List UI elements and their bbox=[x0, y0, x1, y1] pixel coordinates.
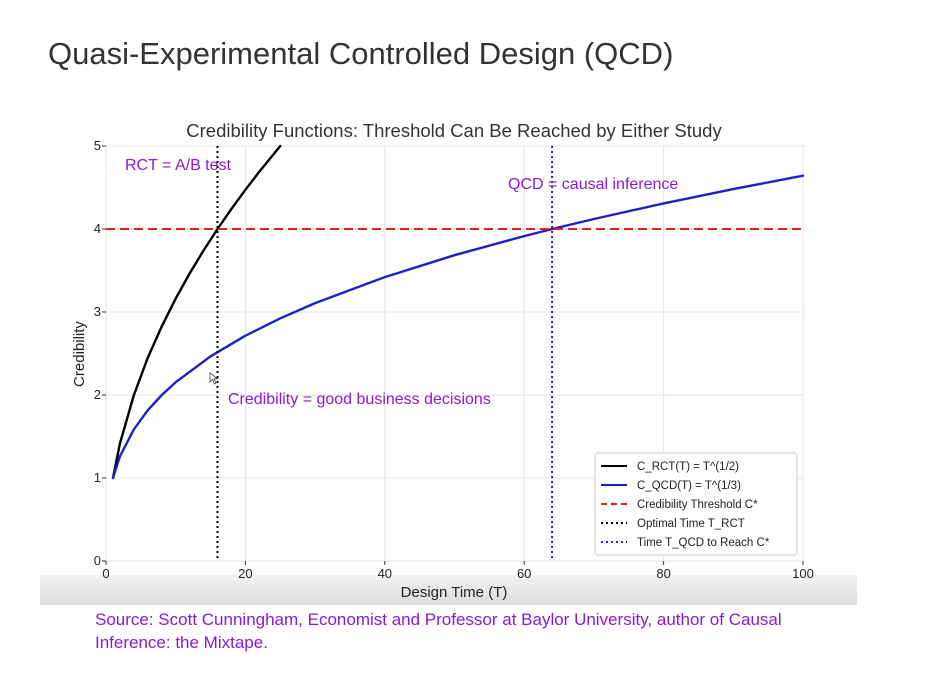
annotation-rct: RCT = A/B test bbox=[125, 157, 232, 174]
legend: C_RCT(T) = T^(1/2) C_QCD(T) = T^(1/3) Cr… bbox=[594, 452, 798, 556]
series-line-1 bbox=[111, 174, 805, 480]
chart-title: Credibility Functions: Threshold Can Be … bbox=[186, 120, 722, 141]
y-axis-label: Credibility bbox=[71, 321, 88, 387]
legend-label-qcd-time: Time T_QCD to Reach C* bbox=[637, 537, 770, 549]
legend-label-optimal-rct: Optimal Time T_RCT bbox=[637, 518, 745, 530]
x-tick-label: 60 bbox=[517, 566, 531, 581]
legend-box bbox=[594, 452, 798, 556]
y-tick-label: 3 bbox=[94, 304, 101, 319]
y-tick-label: 0 bbox=[94, 553, 101, 568]
series-layer bbox=[111, 144, 805, 480]
chart-background-band bbox=[40, 575, 857, 605]
tick-layer: 0 20 40 60 80 100 0 1 2 3 4 5 bbox=[94, 138, 814, 581]
y-tick-label: 5 bbox=[94, 138, 101, 153]
annotation-qcd: QCD = causal inference bbox=[508, 176, 678, 193]
y-tick-label: 1 bbox=[94, 470, 101, 485]
x-tick-label: 80 bbox=[656, 566, 670, 581]
legend-label-qcd: C_QCD(T) = T^(1/3) bbox=[637, 480, 741, 492]
series-line-0 bbox=[111, 144, 282, 480]
annotation-credibility: Credibility = good business decisions bbox=[228, 391, 491, 408]
y-tick-label: 4 bbox=[94, 221, 101, 236]
x-tick-label: 100 bbox=[792, 566, 814, 581]
slide-title: Quasi-Experimental Controlled Design (QC… bbox=[48, 36, 674, 71]
x-tick-label: 20 bbox=[238, 566, 252, 581]
x-tick-label: 0 bbox=[102, 566, 109, 581]
x-axis-label: Design Time (T) bbox=[401, 584, 508, 601]
legend-label-rct: C_RCT(T) = T^(1/2) bbox=[637, 461, 739, 473]
legend-label-threshold: Credibility Threshold C* bbox=[637, 499, 758, 511]
mouse-cursor-icon bbox=[209, 372, 219, 385]
x-tick-label: 40 bbox=[378, 566, 392, 581]
reference-lines-layer bbox=[106, 146, 803, 561]
source-note: Source: Scott Cunningham, Economist and … bbox=[95, 610, 782, 652]
y-tick-label: 2 bbox=[94, 387, 101, 402]
